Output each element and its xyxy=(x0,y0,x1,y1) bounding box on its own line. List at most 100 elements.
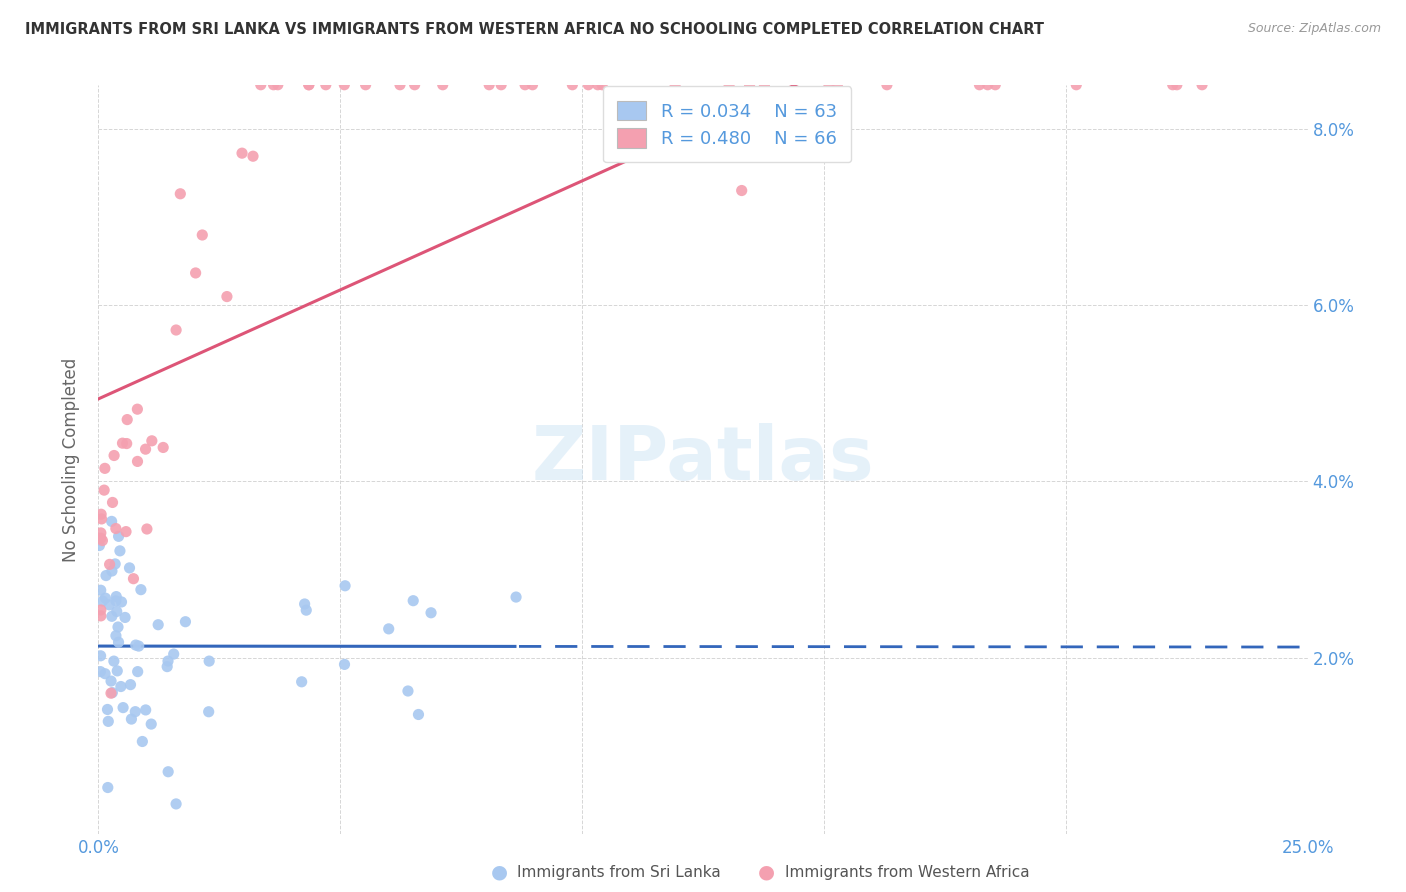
Point xyxy=(108,544,131,558)
Point xyxy=(1191,78,1213,92)
Point xyxy=(754,78,776,92)
Point xyxy=(333,579,356,593)
Point xyxy=(101,495,124,509)
Point xyxy=(198,654,221,668)
Point xyxy=(478,78,501,92)
Point xyxy=(197,705,219,719)
Point xyxy=(591,78,613,92)
Point xyxy=(131,734,153,748)
Point xyxy=(298,78,321,92)
Point xyxy=(101,609,124,624)
Point xyxy=(976,78,998,92)
Point xyxy=(100,686,122,700)
Point xyxy=(107,620,129,634)
Point xyxy=(90,512,112,526)
Point xyxy=(89,539,111,553)
Text: ●: ● xyxy=(758,863,775,882)
Point xyxy=(118,561,141,575)
Point xyxy=(129,582,152,597)
Point xyxy=(98,598,121,612)
Point xyxy=(135,442,157,457)
Point xyxy=(402,593,425,607)
Text: Source: ZipAtlas.com: Source: ZipAtlas.com xyxy=(1247,22,1381,36)
Point xyxy=(124,705,146,719)
Point xyxy=(122,572,145,586)
Point xyxy=(105,590,128,604)
Text: IMMIGRANTS FROM SRI LANKA VS IMMIGRANTS FROM WESTERN AFRICA NO SCHOOLING COMPLET: IMMIGRANTS FROM SRI LANKA VS IMMIGRANTS … xyxy=(25,22,1045,37)
Point xyxy=(522,78,544,92)
Point xyxy=(420,606,443,620)
Point xyxy=(586,78,609,92)
Point xyxy=(333,657,356,672)
Point xyxy=(107,529,129,543)
Point xyxy=(104,521,127,535)
Point xyxy=(91,533,114,548)
Point xyxy=(135,522,157,536)
Point xyxy=(157,764,180,779)
Point xyxy=(107,635,129,649)
Point xyxy=(191,227,214,242)
Point xyxy=(354,78,377,92)
Text: Immigrants from Sri Lanka: Immigrants from Sri Lanka xyxy=(517,865,721,880)
Point xyxy=(135,703,157,717)
Point xyxy=(91,594,114,608)
Point xyxy=(377,622,399,636)
Point xyxy=(120,712,142,726)
Point xyxy=(174,615,197,629)
Point xyxy=(125,638,148,652)
Point xyxy=(152,441,174,455)
Point xyxy=(231,146,253,161)
Point xyxy=(103,449,125,463)
Point xyxy=(103,654,125,668)
Point xyxy=(827,78,849,92)
Point xyxy=(333,78,356,92)
Point xyxy=(94,591,117,606)
Point xyxy=(141,434,163,448)
Point xyxy=(489,78,512,92)
Point xyxy=(664,78,686,92)
Point xyxy=(1066,78,1088,92)
Point xyxy=(315,78,337,92)
Point xyxy=(876,78,898,92)
Point xyxy=(110,680,132,694)
Point xyxy=(90,603,112,617)
Point xyxy=(984,78,1007,92)
Point xyxy=(141,717,163,731)
Point xyxy=(90,531,112,545)
Point xyxy=(242,149,264,163)
Point xyxy=(115,524,138,539)
Point xyxy=(295,603,318,617)
Point xyxy=(169,186,191,201)
Point xyxy=(165,797,187,811)
Point xyxy=(1166,78,1188,92)
Point xyxy=(94,461,117,475)
Point xyxy=(90,508,112,522)
Point xyxy=(93,483,115,497)
Point xyxy=(432,78,454,92)
Text: ●: ● xyxy=(491,863,508,882)
Point xyxy=(291,674,314,689)
Point xyxy=(90,648,112,663)
Point xyxy=(94,666,117,681)
Point xyxy=(165,323,187,337)
Point xyxy=(104,594,127,608)
Point xyxy=(100,674,122,689)
Point xyxy=(267,78,290,92)
Point xyxy=(101,685,124,699)
Point xyxy=(101,564,124,578)
Point xyxy=(404,78,426,92)
Point xyxy=(100,515,122,529)
Point xyxy=(98,558,121,572)
Point xyxy=(97,714,120,729)
Point xyxy=(127,454,149,468)
Text: ZIPatlas: ZIPatlas xyxy=(531,423,875,496)
Point xyxy=(505,590,527,604)
Point xyxy=(112,700,135,714)
Text: Immigrants from Western Africa: Immigrants from Western Africa xyxy=(785,865,1029,880)
Point xyxy=(818,78,841,92)
Point xyxy=(105,605,128,619)
Point xyxy=(249,78,271,92)
Point xyxy=(148,617,170,632)
Point xyxy=(513,78,536,92)
Point xyxy=(215,289,238,303)
